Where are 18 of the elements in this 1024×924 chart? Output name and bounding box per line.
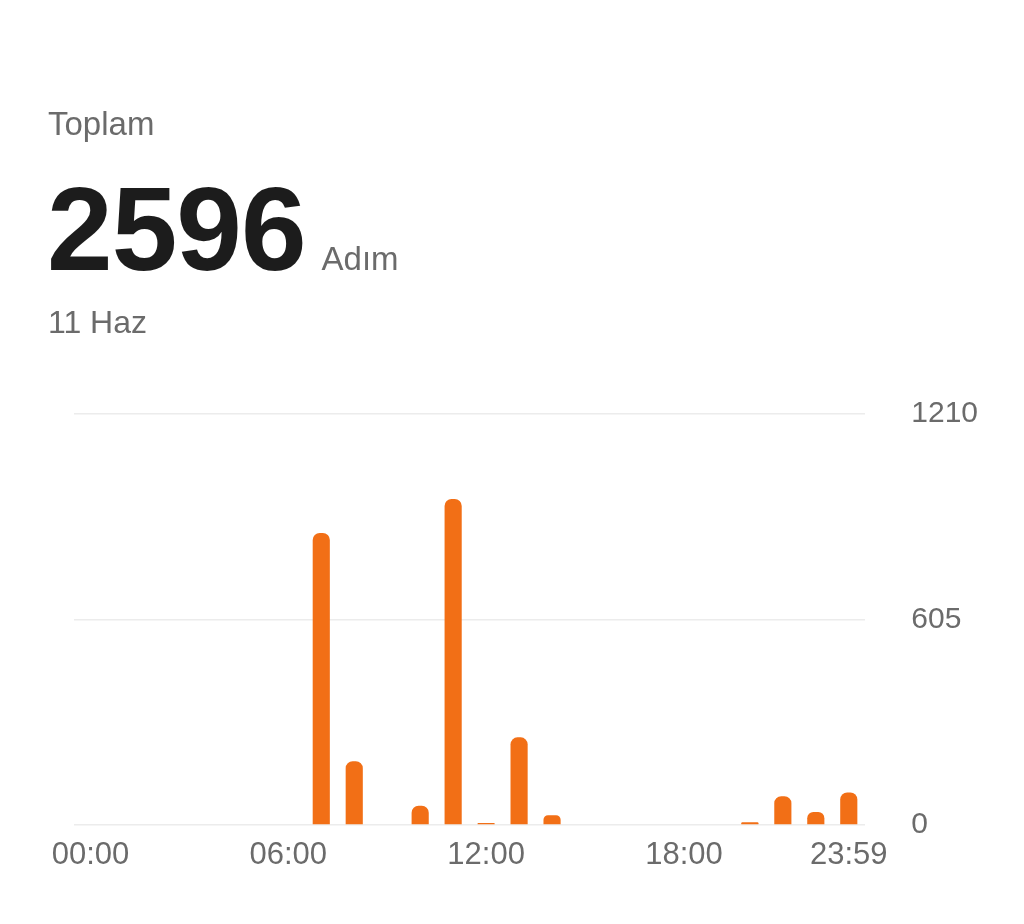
y-tick-label: 0	[911, 806, 928, 840]
bar	[840, 792, 858, 825]
text: 2596	[47, 163, 306, 295]
text: Adım	[321, 240, 399, 277]
bar	[312, 532, 330, 825]
x-tick-label: 12:00	[447, 836, 525, 872]
bar	[444, 498, 462, 825]
x-tick-label: 00:00	[51, 836, 130, 872]
bar	[510, 737, 528, 825]
chart-subtitle: 11 Haz	[48, 304, 148, 340]
bar	[345, 761, 363, 825]
chart-title: Toplam	[48, 105, 155, 142]
x-tick-label: 06:00	[249, 836, 328, 872]
x-tick-label: 23:59	[809, 836, 888, 872]
bar	[774, 796, 792, 825]
y-tick-label: 605	[911, 600, 962, 634]
x-tick-label: 18:00	[645, 836, 723, 872]
y-tick-label: 1210	[911, 395, 979, 429]
